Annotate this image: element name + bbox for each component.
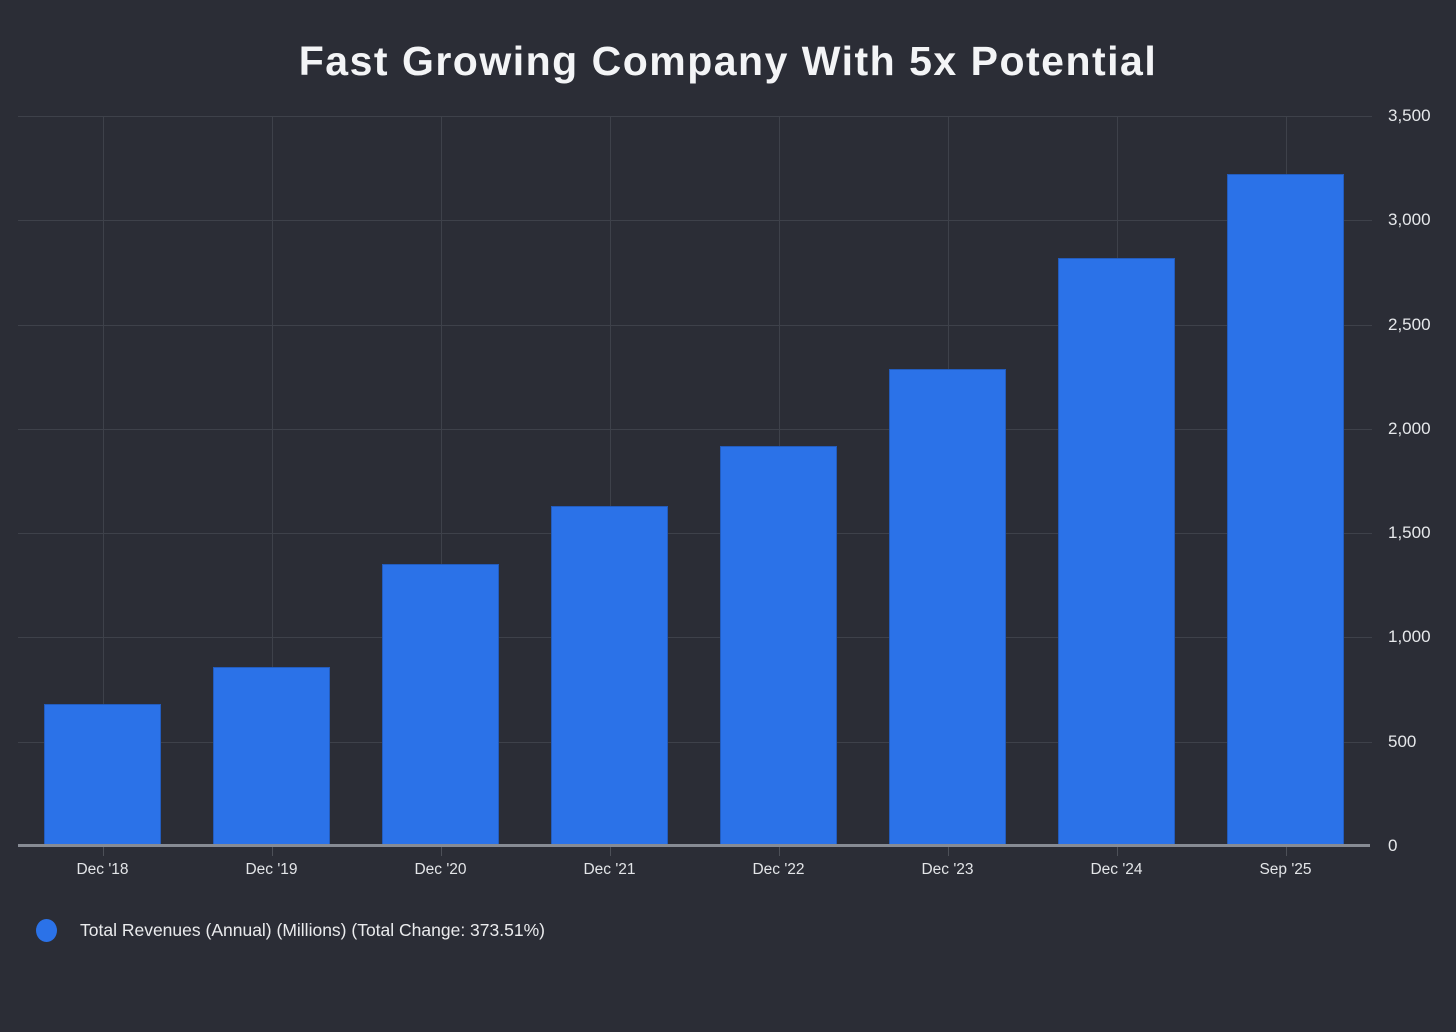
y-axis-tick-label: 2,000 — [1388, 418, 1431, 438]
vertical-gridline — [609, 116, 611, 846]
bar-dec-21[interactable] — [551, 506, 668, 846]
y-axis-tick-label: 500 — [1388, 731, 1417, 751]
y-axis-tick-label: 2,500 — [1388, 314, 1431, 334]
x-axis-tick — [1285, 847, 1287, 856]
x-axis-tick-label: Dec '22 — [752, 861, 805, 878]
horizontal-gridline — [18, 741, 1372, 743]
x-axis-tick-label: Sep '25 — [1259, 861, 1312, 878]
bar-sep-25[interactable] — [1227, 174, 1344, 846]
x-axis-tick-label: Dec '24 — [1090, 861, 1143, 878]
x-axis-tick — [947, 847, 949, 856]
x-axis-tick — [271, 847, 273, 856]
bar-dec-23[interactable] — [889, 369, 1006, 846]
legend-circle-icon — [36, 919, 57, 942]
vertical-gridline — [440, 116, 442, 846]
vertical-gridline — [102, 116, 104, 846]
plot-area — [18, 116, 1372, 846]
bar-dec-18[interactable] — [44, 704, 161, 846]
y-axis-tick-label: 0 — [1388, 836, 1398, 855]
x-axis-tick — [102, 847, 104, 856]
x-axis-tick — [778, 847, 780, 856]
x-axis-tick-label: Dec '20 — [414, 861, 467, 878]
x-axis-tick-label: Dec '23 — [921, 861, 974, 878]
x-axis-tick — [440, 847, 442, 856]
horizontal-gridline — [18, 324, 1372, 326]
vertical-gridline — [271, 116, 273, 846]
legend-label: Total Revenues (Annual) (Millions) (Tota… — [80, 920, 545, 940]
bar-dec-22[interactable] — [720, 445, 837, 846]
x-axis-tick — [609, 847, 611, 856]
x-axis-tick-label: Dec '21 — [583, 861, 636, 878]
bar-dec-24[interactable] — [1058, 257, 1175, 846]
x-axis-line — [18, 844, 1370, 847]
y-axis-tick-label: 3,000 — [1388, 210, 1431, 230]
horizontal-gridline — [18, 637, 1372, 639]
x-axis-tick-label: Dec '18 — [76, 861, 129, 878]
y-axis-tick-label: 1,500 — [1388, 523, 1431, 543]
y-axis-tick-label: 3,500 — [1388, 106, 1431, 125]
bar-dec-20[interactable] — [382, 564, 499, 846]
y-axis-tick-label: 1,000 — [1388, 627, 1431, 647]
bar-dec-19[interactable] — [213, 666, 330, 846]
horizontal-gridline — [18, 428, 1372, 430]
x-axis-tick — [1116, 847, 1118, 856]
horizontal-gridline — [18, 220, 1372, 222]
chart-title: Fast Growing Company With 5x Potential — [298, 38, 1158, 84]
x-axis-tick-label: Dec '19 — [245, 861, 298, 878]
horizontal-gridline — [18, 116, 1372, 117]
horizontal-gridline — [18, 533, 1372, 535]
legend: Total Revenues (Annual) (Millions) (Tota… — [36, 919, 545, 942]
